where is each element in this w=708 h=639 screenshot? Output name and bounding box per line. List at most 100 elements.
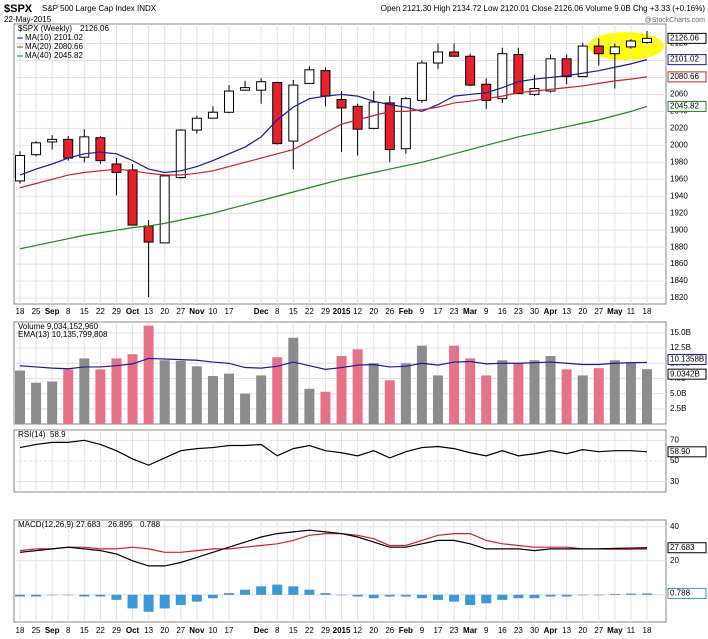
candle-body [545, 58, 556, 92]
candle-body [352, 105, 363, 130]
candle-body [127, 169, 138, 226]
x-tick-label: 20 [578, 307, 587, 316]
histogram-bar [47, 594, 58, 596]
histogram-bar [449, 594, 460, 602]
x-tick-label: 27 [594, 307, 603, 316]
x-tick-label: 23 [450, 307, 459, 316]
x-tick-label: 17 [225, 626, 234, 635]
x-tick-label: 17 [434, 626, 443, 635]
signal-line [19, 533, 648, 553]
x-tick-label: 8 [66, 626, 71, 635]
x-tick-label: Mar [463, 626, 477, 635]
histogram-bar [497, 594, 508, 600]
histogram-bar [529, 594, 540, 599]
x-tick-label: 2015 [333, 626, 351, 635]
date: 22-May-2015 [4, 15, 52, 24]
x-tick-label: 16 [498, 307, 507, 316]
volume-bar [159, 360, 170, 424]
histogram-bar [240, 589, 251, 595]
value-box [667, 32, 707, 44]
y-tick-label: 2.5B [670, 404, 686, 413]
volume-bar [288, 337, 299, 424]
x-tick-label: 11 [627, 307, 636, 316]
y-tick-label: 1980 [670, 157, 688, 166]
volume-bar [561, 369, 572, 424]
value-box [667, 587, 707, 599]
x-tick-label: Sep [45, 307, 60, 316]
x-tick-label: Oct [126, 626, 140, 635]
histogram-bar [304, 589, 315, 595]
volume-bar [497, 360, 508, 424]
candle-body [256, 81, 267, 91]
candle-body [272, 82, 283, 145]
x-tick-label: 9 [484, 307, 489, 316]
volume-bar [143, 325, 154, 424]
volume-bar [272, 357, 283, 424]
x-tick-label: 13 [144, 307, 153, 316]
y-tick-label: 12.5B [670, 343, 691, 352]
x-tick-label: 18 [643, 307, 652, 316]
volume-bar [545, 356, 556, 424]
x-tick-label: Dec [254, 307, 269, 316]
value-box [667, 54, 707, 66]
candle-body [15, 155, 25, 182]
candle-body [95, 137, 106, 162]
legend-name: MA(20) [25, 42, 52, 51]
y-tick-label: 1820 [670, 293, 688, 302]
candle-body [175, 129, 186, 179]
y-tick-label: 1960 [670, 174, 688, 183]
volume-bar [47, 381, 58, 424]
histogram-bar [224, 593, 234, 595]
x-tick-label: 27 [176, 626, 185, 635]
x-tick-label: May [607, 307, 623, 316]
x-tick-label: 23 [514, 307, 523, 316]
x-tick-label: 20 [369, 626, 378, 635]
volume-bar [95, 369, 106, 424]
value-box [667, 446, 707, 458]
summary: Open 2121.30 High 2134.72 Low 2120.01 Cl… [381, 4, 706, 13]
x-tick-label: 9 [420, 307, 425, 316]
y-tick-label: 40 [670, 522, 679, 531]
x-tick-label: 8 [275, 626, 280, 635]
volume-bar [384, 380, 395, 424]
histogram-bar [625, 593, 636, 595]
x-tick-label: 20 [160, 307, 169, 316]
y-tick-label: 2020 [670, 123, 688, 132]
x-tick-label: 13 [562, 307, 571, 316]
histogram-bar [63, 594, 74, 596]
volume-bar [609, 360, 620, 424]
histogram-bar [207, 594, 218, 599]
histogram-bar [127, 594, 138, 609]
histogram-bar [95, 594, 106, 597]
legend-name: MA(40) [25, 51, 52, 60]
candle-body [207, 111, 218, 119]
x-tick-label: 30 [530, 307, 539, 316]
x-tick-label: May [607, 626, 623, 635]
y-tick-label: 2000 [670, 140, 688, 149]
symbol: $SPX [4, 3, 33, 15]
x-tick-label: Apr [544, 307, 558, 316]
x-tick-label: 22 [305, 307, 314, 316]
x-tick-label: 23 [514, 626, 523, 635]
volume-bar [191, 366, 202, 424]
volume-bar [577, 375, 588, 424]
x-tick-label: Dec [254, 626, 269, 635]
volume-bar [368, 363, 379, 424]
y-tick-label: 1900 [670, 225, 688, 234]
volume-bar [240, 393, 251, 424]
y-tick-label: 70 [670, 435, 679, 444]
value-box [667, 353, 707, 365]
volume-bar [593, 368, 604, 424]
value-box [667, 368, 707, 380]
volume-bar [352, 349, 363, 424]
candle-body [642, 37, 652, 43]
value-box [667, 71, 707, 83]
source: @StockCharts.com [645, 17, 706, 24]
value-box-label: 0.788 [670, 589, 691, 598]
histogram-bar [352, 594, 363, 597]
x-tick-label: 29 [321, 626, 330, 635]
value-box-label: 27.683 [670, 543, 695, 552]
candle-body [320, 70, 331, 97]
legend-name: RSI(14) [18, 430, 46, 439]
histogram-bar [400, 594, 411, 597]
